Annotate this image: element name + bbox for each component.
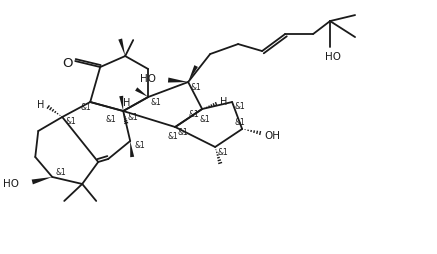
Text: &1: &1 — [189, 109, 200, 118]
Text: HO: HO — [140, 74, 156, 84]
Text: &1: &1 — [235, 117, 246, 126]
Text: HO: HO — [325, 52, 341, 62]
Text: &1: &1 — [128, 112, 139, 121]
Polygon shape — [135, 88, 148, 98]
Text: &1: &1 — [235, 101, 246, 110]
Polygon shape — [168, 78, 188, 83]
Text: &1: &1 — [200, 114, 211, 123]
Text: HO: HO — [3, 178, 19, 188]
Text: &1: &1 — [135, 141, 146, 150]
Polygon shape — [188, 66, 198, 83]
Text: &1: &1 — [168, 132, 179, 141]
Text: &1: &1 — [66, 116, 76, 125]
Text: OH: OH — [264, 131, 280, 140]
Text: H: H — [122, 98, 130, 108]
Polygon shape — [130, 141, 134, 158]
Text: &1: &1 — [178, 128, 188, 137]
Text: &1: &1 — [191, 82, 201, 91]
Polygon shape — [31, 177, 52, 185]
Text: &1: &1 — [106, 114, 117, 123]
Text: &1: &1 — [218, 148, 229, 157]
Polygon shape — [118, 39, 125, 57]
Polygon shape — [119, 96, 123, 112]
Text: H: H — [37, 100, 44, 109]
Text: O: O — [62, 56, 73, 69]
Text: &1: &1 — [151, 97, 162, 106]
Text: H: H — [220, 97, 228, 107]
Text: &1: &1 — [81, 102, 92, 111]
Text: &1: &1 — [56, 168, 66, 177]
